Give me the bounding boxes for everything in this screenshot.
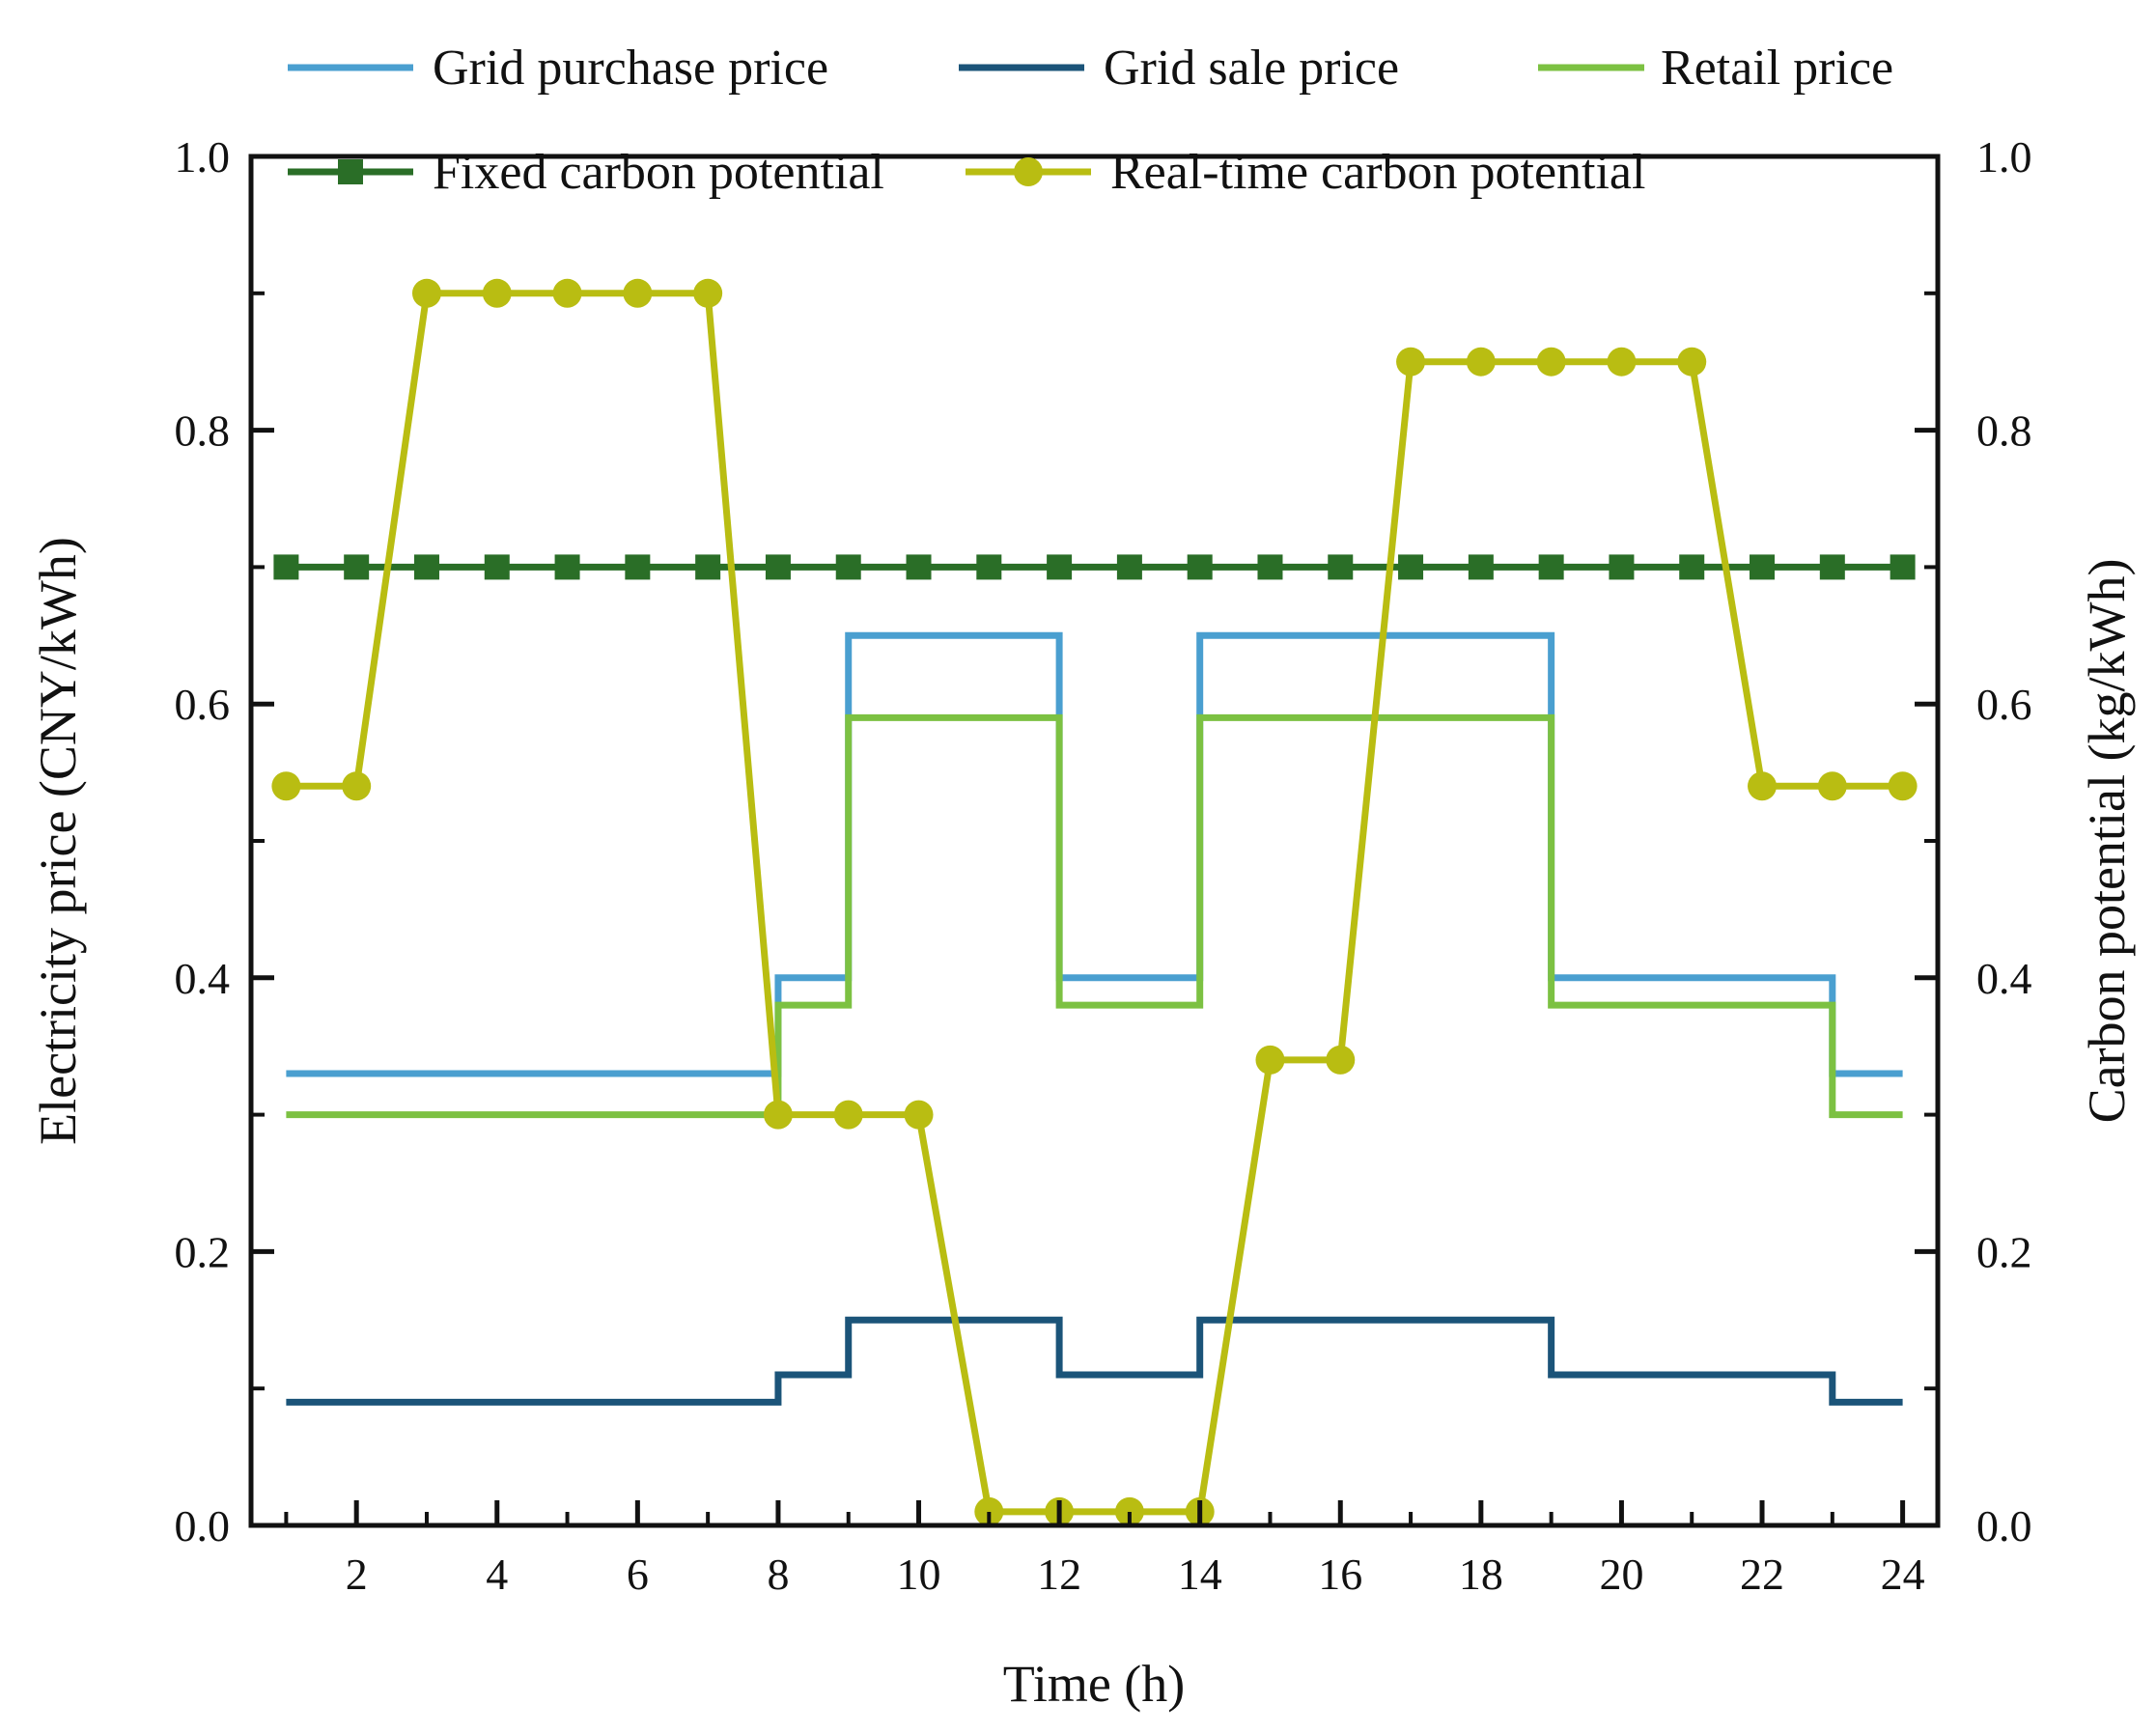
series-line-grid-purchase-price xyxy=(286,631,1903,1077)
data-point-fixed-carbon-potential xyxy=(1398,554,1424,580)
y-tick-label-right: 1.0 xyxy=(1976,132,2032,182)
data-point-fixed-carbon-potential xyxy=(906,554,932,580)
ticks-layer: 2 4 6 8 10 12 14 16 18 20 22 240.0 0.00.2 0.20.4 0.40.… xyxy=(175,132,2032,1599)
y-axis-title-left: Electricity price (CNY/kWh) xyxy=(29,537,87,1145)
series-fixed-carbon-potential xyxy=(273,554,1916,580)
legend-label-fixed-carbon-potential: Fixed carbon potential xyxy=(433,145,884,200)
y-tick-label-right: 0.4 xyxy=(1976,954,2032,1003)
series-grid-purchase-price xyxy=(286,631,1903,1077)
data-point-fixed-carbon-potential xyxy=(1679,554,1705,580)
legend-item-fixed-carbon-potential: Fixed carbon potential xyxy=(288,145,884,200)
legend-label-grid-purchase-price: Grid purchase price xyxy=(433,41,828,96)
y-tick-label-right: 0.2 xyxy=(1976,1227,2032,1276)
series-line-real-time-carbon-potential xyxy=(286,290,1903,1516)
legend-item-grid-sale-price: Grid sale price xyxy=(959,41,1399,96)
data-point-real-time-carbon-potential xyxy=(1114,1496,1144,1526)
data-point-real-time-carbon-potential xyxy=(763,1100,793,1130)
y-tick-label-right: 0.6 xyxy=(1976,680,2032,729)
data-point-real-time-carbon-potential xyxy=(552,278,582,308)
data-point-real-time-carbon-potential xyxy=(904,1100,934,1130)
x-tick-label: 14 xyxy=(1178,1550,1222,1599)
data-point-real-time-carbon-potential xyxy=(1748,771,1778,801)
data-point-fixed-carbon-potential xyxy=(1750,554,1776,580)
data-point-fixed-carbon-potential xyxy=(1187,554,1213,580)
data-point-real-time-carbon-potential xyxy=(1466,347,1496,377)
x-tick-label: 8 xyxy=(767,1550,789,1599)
data-point-real-time-carbon-potential xyxy=(1888,771,1918,801)
data-point-real-time-carbon-potential xyxy=(271,771,301,801)
data-point-fixed-carbon-potential xyxy=(625,554,651,580)
series-layer xyxy=(271,278,1918,1526)
data-point-real-time-carbon-potential xyxy=(1607,347,1637,377)
data-point-fixed-carbon-potential xyxy=(1538,554,1564,580)
x-tick-label: 12 xyxy=(1037,1550,1081,1599)
data-point-real-time-carbon-potential xyxy=(411,278,441,308)
data-point-fixed-carbon-potential xyxy=(976,554,1002,580)
data-point-fixed-carbon-potential xyxy=(344,554,370,580)
series-line-grid-sale-price xyxy=(286,1316,1903,1406)
data-point-real-time-carbon-potential xyxy=(974,1496,1004,1526)
legend-marker-real-time-carbon-potential xyxy=(1014,157,1043,186)
series-retail-price xyxy=(286,713,1903,1119)
data-point-real-time-carbon-potential xyxy=(1396,347,1426,377)
data-point-fixed-carbon-potential xyxy=(1047,554,1073,580)
y-tick-label-left: 1.0 xyxy=(175,132,231,182)
data-point-real-time-carbon-potential xyxy=(1817,771,1847,801)
x-tick-label: 6 xyxy=(627,1550,649,1599)
legend-marker-fixed-carbon-potential xyxy=(338,159,363,184)
x-tick-label: 4 xyxy=(486,1550,508,1599)
data-point-real-time-carbon-potential xyxy=(1255,1045,1285,1075)
data-point-fixed-carbon-potential xyxy=(1257,554,1283,580)
data-point-fixed-carbon-potential xyxy=(413,554,439,580)
x-tick-label: 18 xyxy=(1459,1550,1503,1599)
legend: Grid purchase price Grid sale price Reta… xyxy=(288,41,1893,200)
y-axis-title-right: Carbon potential (kg/kWh) xyxy=(2078,559,2136,1124)
data-point-real-time-carbon-potential xyxy=(693,278,723,308)
data-point-fixed-carbon-potential xyxy=(484,554,510,580)
legend-label-retail-price: Retail price xyxy=(1661,41,1893,96)
data-point-real-time-carbon-potential xyxy=(1326,1045,1356,1075)
x-axis-title: Time (h) xyxy=(1003,1655,1186,1713)
data-point-real-time-carbon-potential xyxy=(1536,347,1566,377)
data-point-real-time-carbon-potential xyxy=(623,278,653,308)
y-tick-label-left: 0.6 xyxy=(175,680,231,729)
series-real-time-carbon-potential xyxy=(271,278,1918,1526)
data-point-fixed-carbon-potential xyxy=(835,554,861,580)
data-point-fixed-carbon-potential xyxy=(1328,554,1354,580)
data-point-real-time-carbon-potential xyxy=(482,278,512,308)
data-point-real-time-carbon-potential xyxy=(833,1100,863,1130)
data-point-real-time-carbon-potential xyxy=(1677,347,1707,377)
y-tick-label-left: 0.8 xyxy=(175,406,231,456)
series-line-retail-price xyxy=(286,713,1903,1119)
data-point-fixed-carbon-potential xyxy=(1609,554,1635,580)
x-tick-label: 16 xyxy=(1318,1550,1362,1599)
data-point-real-time-carbon-potential xyxy=(342,771,372,801)
x-tick-label: 22 xyxy=(1740,1550,1784,1599)
data-point-fixed-carbon-potential xyxy=(273,554,299,580)
data-point-fixed-carbon-potential xyxy=(1890,554,1916,580)
data-point-fixed-carbon-potential xyxy=(1819,554,1845,580)
legend-item-real-time-carbon-potential: Real-time carbon potential xyxy=(966,145,1645,200)
legend-item-grid-purchase-price: Grid purchase price xyxy=(288,41,828,96)
data-point-fixed-carbon-potential xyxy=(765,554,791,580)
y-tick-label-right: 0.8 xyxy=(1976,406,2032,456)
legend-label-grid-sale-price: Grid sale price xyxy=(1104,41,1399,96)
legend-label-real-time-carbon-potential: Real-time carbon potential xyxy=(1110,145,1645,200)
y-tick-label-left: 0.0 xyxy=(175,1501,231,1550)
y-tick-label-left: 0.2 xyxy=(175,1227,231,1276)
data-point-fixed-carbon-potential xyxy=(1468,554,1494,580)
x-tick-label: 10 xyxy=(897,1550,941,1599)
legend-item-retail-price: Retail price xyxy=(1538,41,1893,96)
x-tick-label: 2 xyxy=(346,1550,368,1599)
y-tick-label-left: 0.4 xyxy=(175,954,231,1003)
data-point-fixed-carbon-potential xyxy=(695,554,721,580)
y-tick-label-right: 0.0 xyxy=(1976,1501,2032,1550)
x-tick-label: 20 xyxy=(1599,1550,1643,1599)
data-point-fixed-carbon-potential xyxy=(1116,554,1142,580)
data-point-fixed-carbon-potential xyxy=(554,554,580,580)
series-grid-sale-price xyxy=(286,1316,1903,1406)
x-tick-label: 24 xyxy=(1881,1550,1925,1599)
